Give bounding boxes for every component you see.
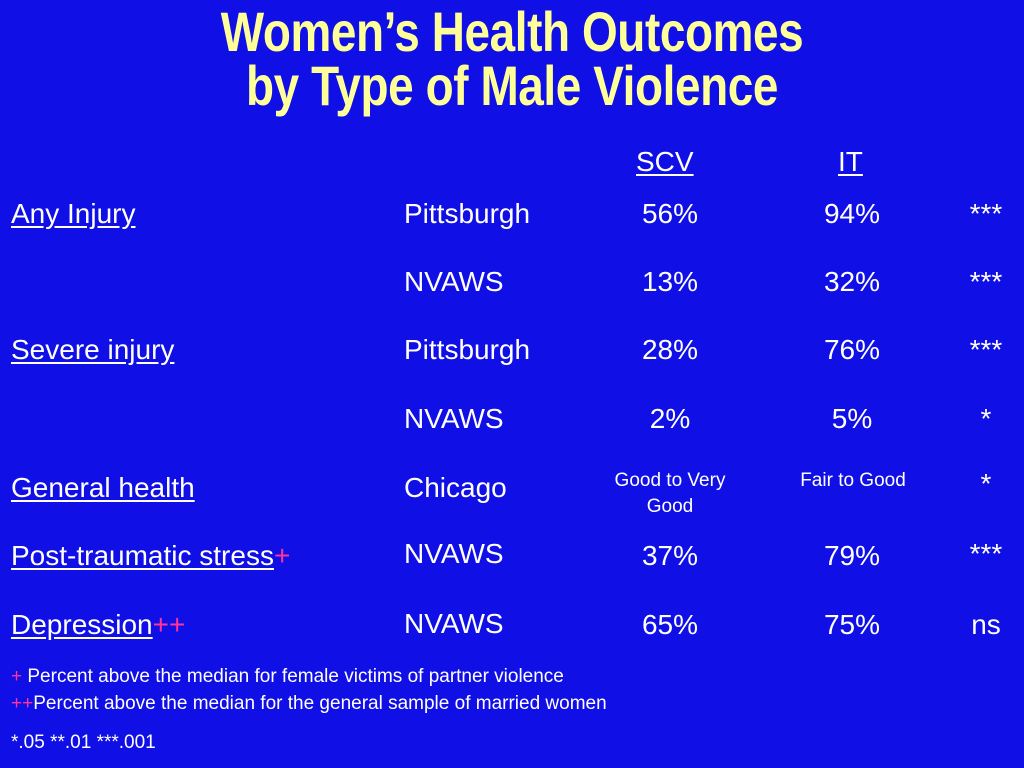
row-significance: * (980, 403, 992, 434)
column-header-scv: SCV (636, 146, 694, 177)
row-label-text: General health (11, 472, 195, 503)
footnote-marker: ++ (152, 609, 186, 640)
row-label-depression: Depression++ (11, 609, 185, 641)
footnote-text: Percent above the median for female vict… (22, 666, 564, 687)
row-it-value: 76% (823, 334, 881, 365)
row-label-text: Any Injury (11, 198, 136, 229)
row-site: Pittsburgh (404, 334, 531, 365)
row-site: Chicago (404, 472, 507, 503)
row-significance: ns (971, 609, 1001, 640)
footnote-marker: + (11, 666, 23, 687)
row-site: NVAWS (404, 608, 504, 639)
row-significance: *** (969, 538, 1003, 569)
row-it-value: 32% (823, 266, 881, 297)
row-significance: *** (969, 334, 1003, 365)
row-it-value: 79% (823, 540, 881, 571)
footnote-marker: ++ (11, 693, 34, 714)
row-label-text: Depression (11, 609, 153, 640)
row-site: NVAWS (404, 403, 504, 434)
row-site: Pittsburgh (404, 198, 531, 229)
slide-title-line-2: by Type of Male Violence (245, 54, 779, 117)
footnote-marker: + (273, 540, 291, 571)
row-label-text: Post-traumatic stress (11, 540, 274, 571)
row-scv-value: 37% (641, 540, 699, 571)
row-label-post-traumatic-stress: Post-traumatic stress+ (11, 540, 290, 572)
row-label-any-injury: Any Injury (11, 198, 136, 230)
row-scv-value: 13% (641, 266, 699, 297)
row-it-value: 5% (831, 403, 873, 434)
footnote-text: Percent above the median for the general… (33, 693, 607, 714)
row-it-value: 75% (823, 609, 881, 640)
footnote-1: + Percent above the median for female vi… (11, 666, 564, 688)
row-significance: *** (969, 198, 1003, 229)
row-scv-value: 28% (641, 334, 699, 365)
significance-legend: *.05 **.01 ***.001 (11, 732, 156, 753)
row-label-severe-injury: Severe injury (11, 334, 174, 366)
row-site: NVAWS (404, 266, 504, 297)
slide-title-line-1: Women’s Health Outcomes (220, 0, 804, 63)
row-it-value: Fair to Good (800, 470, 906, 491)
footnote-2: ++Percent above the median for the gener… (11, 693, 607, 715)
row-label-general-health: General health (11, 472, 195, 504)
row-scv-value: Good to Very Good (614, 470, 726, 517)
row-significance: * (980, 468, 992, 499)
row-scv-value: 65% (641, 609, 699, 640)
column-header-it: IT (838, 146, 863, 177)
row-scv-value: 56% (641, 198, 699, 229)
row-label-text: Severe injury (11, 334, 175, 365)
row-significance: *** (969, 266, 1003, 297)
row-site: NVAWS (404, 538, 504, 569)
row-it-value: 94% (823, 198, 881, 229)
row-scv-value: 2% (649, 403, 691, 434)
